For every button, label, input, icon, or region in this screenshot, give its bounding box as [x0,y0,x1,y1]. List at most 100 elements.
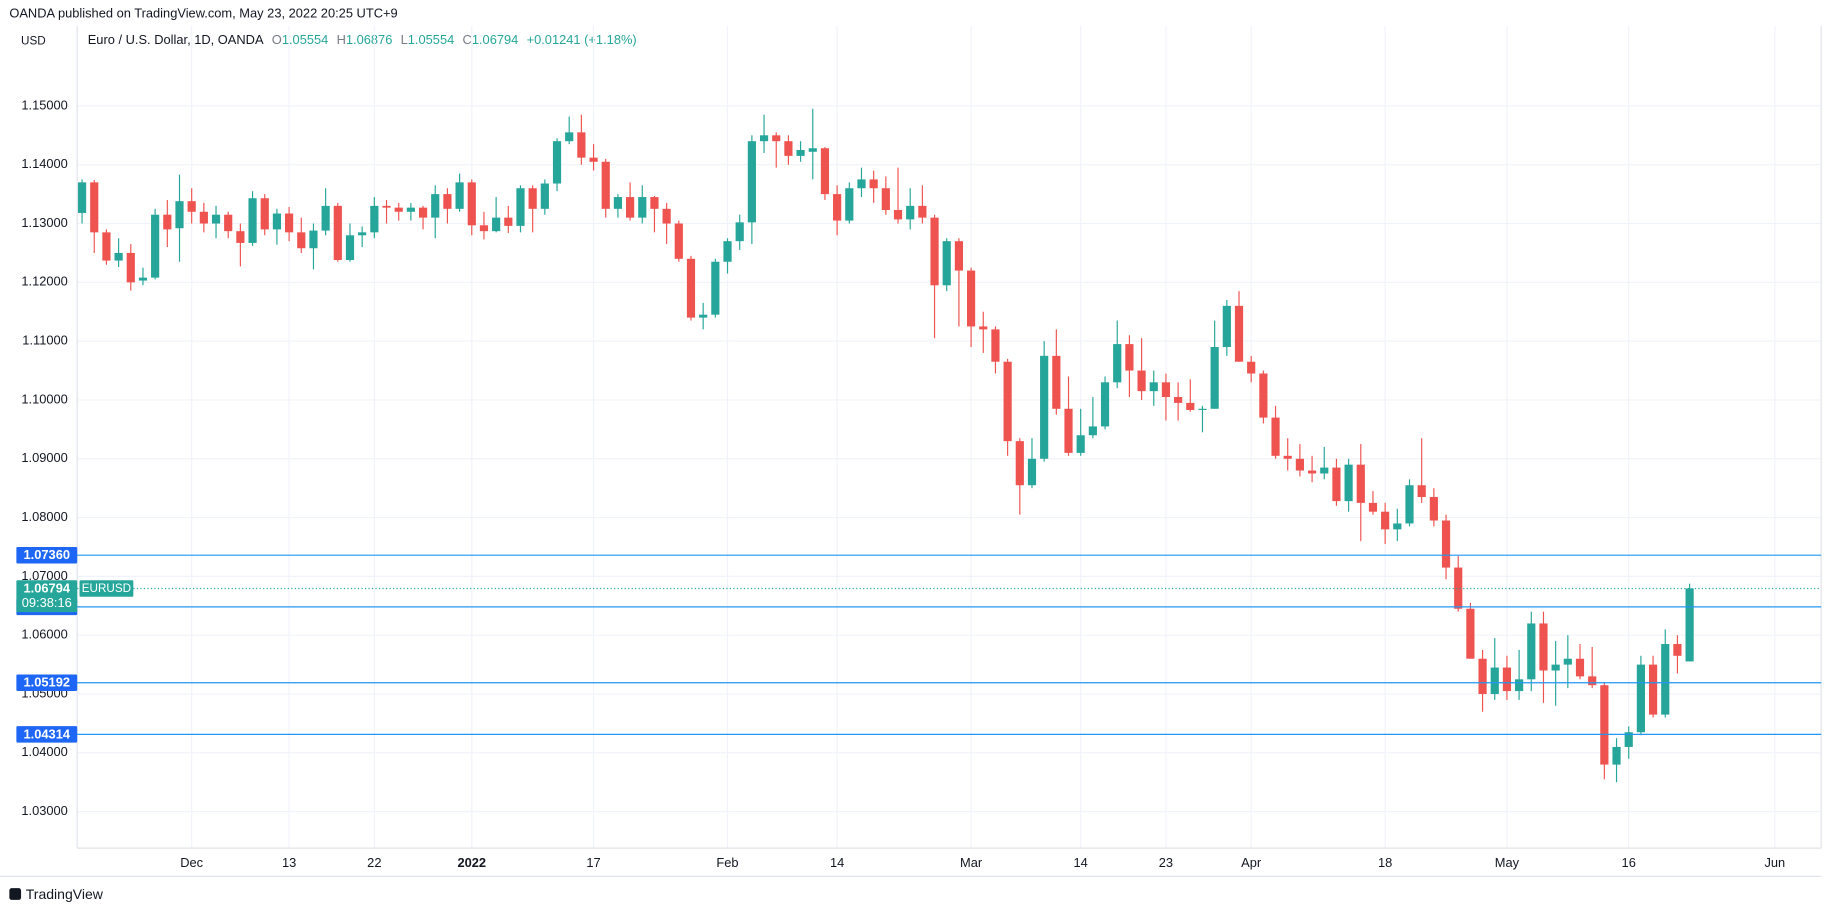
candle-body [1648,664,1658,715]
x-tick-label: Jun [1764,855,1785,870]
x-tick-label: 14 [830,855,844,870]
y-tick-label: 1.15000 [21,97,67,112]
candle-body [1307,470,1317,474]
y-tick-label: 1.12000 [21,274,67,289]
candle-body [735,222,744,242]
candle-body [906,205,915,220]
legend-value: 1.06876 [346,33,392,48]
candle-body [1088,426,1097,436]
candle-body [1149,382,1158,392]
candle-body [1454,567,1463,609]
candle-body [1356,464,1365,503]
candle-body [370,205,379,233]
candle-body [1685,588,1694,662]
candle-body [979,326,988,330]
candle-body [1417,485,1426,497]
candle-body [966,270,976,327]
candle-body [601,161,610,209]
candle-body [747,141,756,223]
symbol-title: Euro / U.S. Dollar, 1D, OANDA [88,33,264,48]
candle-body [187,201,196,212]
candle-body [1661,644,1670,715]
candle-body [102,232,111,261]
candle-body [504,217,513,226]
x-tick-label: 13 [282,855,296,870]
candle-body [138,277,148,281]
candle-body [845,188,854,221]
candle-body [625,197,635,218]
candle-body [1003,361,1012,442]
candle-body [1186,402,1195,410]
candle-body [345,235,355,260]
candle-body [333,205,342,260]
candle-body [784,141,793,156]
candle-body [77,182,87,213]
candle-body [90,182,99,233]
candle-body [151,214,160,278]
level-label: 1.04314 [24,726,71,741]
candle-body [991,329,1000,362]
candle-body [1222,305,1231,348]
candle-body [114,252,123,261]
candle-body [1429,496,1438,521]
candle-body [1575,658,1585,677]
x-tick-label: 18 [1378,855,1392,870]
candle-body [382,205,391,208]
candle-body [358,232,367,236]
candle-body [918,205,927,218]
candle-body [1332,467,1341,502]
candle-body [1027,458,1037,486]
candle-body [1052,355,1061,409]
candle-body [589,157,598,162]
candle-body [565,132,574,142]
last-price-badge [16,580,78,613]
footer-brand: TradingView [26,886,104,902]
candle-body [528,188,537,209]
y-tick-label: 1.09000 [21,450,67,465]
legend-key: O [272,33,282,48]
candle-body [1198,408,1207,410]
candle-body [796,150,805,156]
candle-body [1381,511,1390,530]
candle-body [1612,746,1621,765]
candle-body [248,198,257,243]
legend-key: C [463,33,472,48]
candle-body [126,252,135,283]
candle-body [479,225,489,232]
candle-body [881,188,890,210]
candle-body [406,207,415,212]
x-tick-label: 22 [367,855,381,870]
countdown-label: 09:38:16 [22,595,72,610]
candle-body [1515,679,1524,692]
candle-body [613,197,623,209]
y-tick-label: 1.14000 [21,156,67,171]
legend-key: L [401,33,408,48]
level-badge [16,726,78,743]
symbol-badge [79,580,134,597]
candle-body [163,214,172,230]
candle-body [1673,644,1682,656]
published-note: OANDA published on TradingView.com, May … [9,6,397,21]
x-tick-label: 14 [1074,855,1088,870]
candle-body [857,179,866,189]
legend-value: 1.06794 [472,33,518,48]
candle-body [686,258,696,318]
candle-body [1320,467,1329,474]
symbol-legend: Euro / U.S. Dollar, 1D, OANDA O1.05554 H… [88,33,637,48]
candle-body [954,241,964,271]
candle-body [759,135,769,142]
candle-body [869,179,878,189]
candle-body [930,217,939,286]
candle-body [272,213,282,230]
candle-body [942,241,951,286]
candle-body [893,209,903,220]
candle-body [1015,441,1024,486]
candle-body [1113,344,1122,383]
candle-body [467,182,476,226]
candle-body [443,194,452,209]
candle-body [552,141,562,184]
level-label: 1.07360 [24,547,70,562]
candle-body [1125,344,1134,371]
